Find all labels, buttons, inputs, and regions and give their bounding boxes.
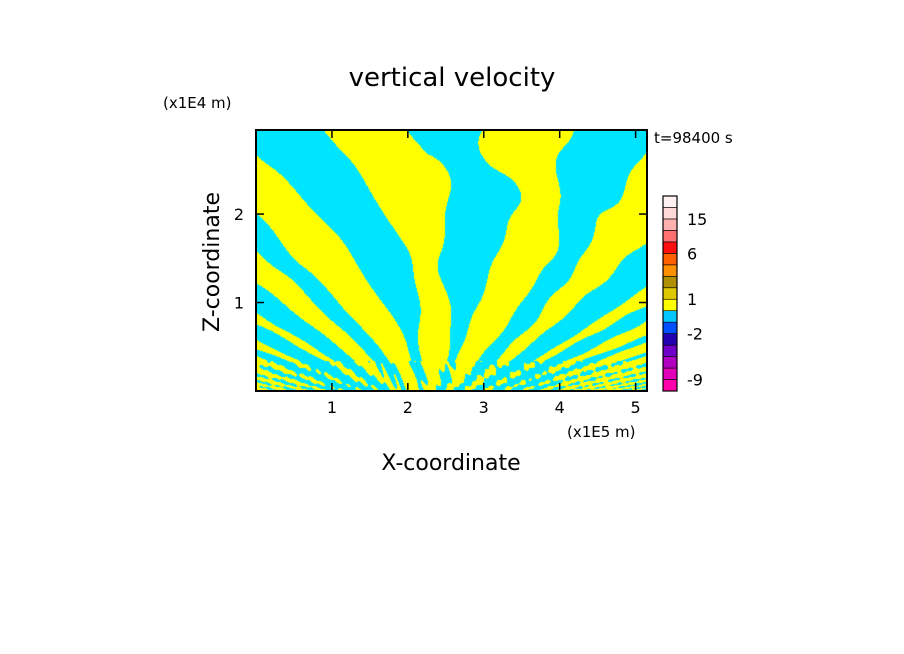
x-unit-label: (x1E5 m) [567,423,636,441]
x-tick-label: 5 [631,398,641,417]
colorbar-swatch [662,333,678,346]
colorbar-swatch [662,298,678,312]
x-tick-label: 4 [555,398,565,417]
colorbar-tick-label: -9 [687,371,703,390]
x-axis-label: X-coordinate [381,451,520,476]
colorbar-swatch [662,344,678,357]
colorbar-swatch [662,241,678,254]
colorbar-swatch [662,253,678,266]
colorbar-tick-label: 1 [687,290,697,309]
plot-frame [255,129,648,392]
colorbar-tick-label: -2 [687,325,703,344]
y-tick-label: 1 [234,294,244,313]
colorbar-swatch [662,207,678,220]
colorbar-swatch [662,195,678,208]
time-label: t=98400 s [654,129,733,147]
colorbar-tick-label: 15 [687,210,707,229]
heatmap-plot-area [256,130,647,391]
colorbar-swatch [662,321,678,334]
colorbar-swatch [662,287,678,300]
colorbar-swatch [662,310,678,323]
y-axis-label: Z-coordinate [200,192,225,332]
y-axis-ticks: 12 [234,205,647,313]
y-tick-label: 2 [234,205,244,224]
colorbar-swatch [662,379,678,392]
x-tick-label: 3 [479,398,489,417]
velocity-field-image [256,130,647,391]
x-tick-label: 2 [403,398,413,417]
colorbar-swatch [662,275,678,289]
colorbar: -9 -2 1 6 15 [662,195,707,392]
y-unit-label: (x1E4 m) [163,94,232,112]
colorbar-swatch [662,367,678,380]
colorbar-frame [662,195,678,392]
colorbar-swatch [662,230,678,243]
colorbar-swatch [662,264,678,277]
x-axis-ticks: 1 2 3 4 5 [327,130,641,417]
chart-title: vertical velocity [349,63,556,93]
x-tick-label: 1 [327,398,337,417]
colorbar-swatch [662,356,678,369]
colorbar-swatch [662,218,678,231]
colorbar-tick-label: 6 [687,244,697,263]
